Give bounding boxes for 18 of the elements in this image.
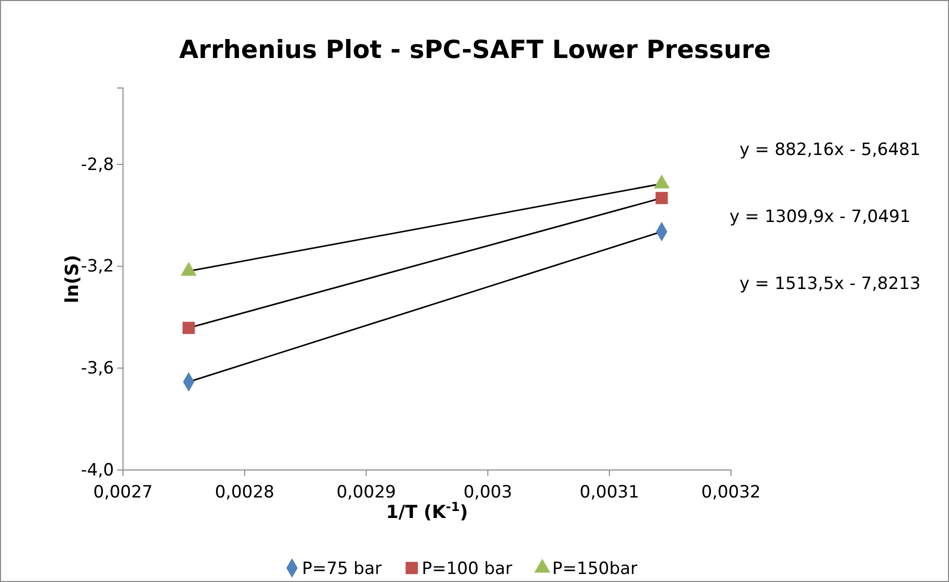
text: y = 882,16x - 5,6481	[739, 140, 921, 160]
x-tick-label: 0,0031	[580, 482, 640, 503]
annotation: y = 1309,9x - 7,0491	[729, 207, 911, 227]
text: y = 1513,5x - 7,8213	[739, 274, 921, 294]
legend-label: P=75 bar	[302, 559, 382, 579]
x-tick-label: 0,0032	[701, 482, 761, 503]
y-tick-label: -3,2	[80, 256, 114, 277]
point	[656, 192, 668, 204]
y-axis-title: ln(S)	[62, 254, 83, 304]
y-tick-label: -4,0	[80, 460, 114, 480]
x-tick-label: 0,0028	[214, 482, 274, 503]
chart-title: Arrhenius Plot - sPC-SAFT Lower Pressure	[179, 35, 771, 64]
y-tick-label: -2,8	[80, 154, 114, 175]
point	[182, 322, 195, 334]
legend-label: P=150bar	[552, 559, 638, 579]
x-tick-label: 0,0027	[93, 482, 153, 503]
legend-label: P=100 bar	[422, 559, 512, 579]
y-tick-label: -3,6	[80, 358, 114, 379]
